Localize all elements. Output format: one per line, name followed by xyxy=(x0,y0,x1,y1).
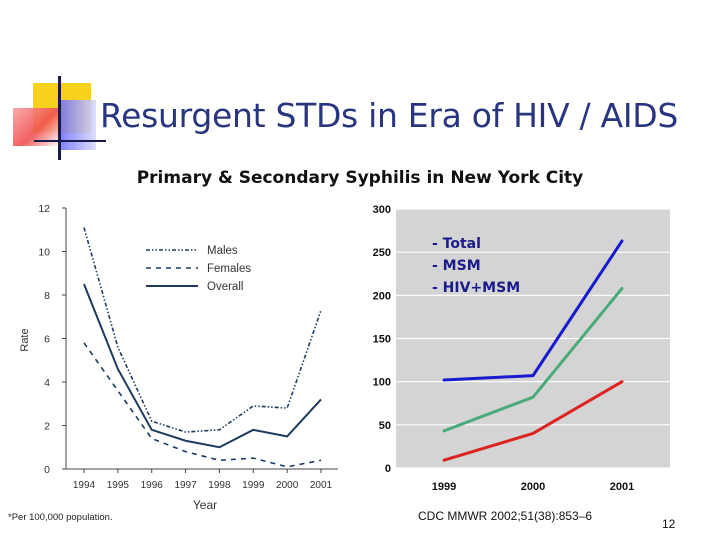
page-number: 12 xyxy=(662,517,676,531)
left-footnote: *Per 100,000 population. xyxy=(8,512,113,523)
right-legend-hiv-msm: - HIV+MSM xyxy=(432,280,520,296)
right-series-line-hiv-msm xyxy=(442,380,624,462)
left-x-tick-label: 1996 xyxy=(141,480,164,491)
left-x-tick-label: 2000 xyxy=(276,480,299,491)
left-x-axis-label: Year xyxy=(193,498,217,512)
right-chart: 0 50 100 150 200 250 300 1999 2000 2001 - Total … xyxy=(373,204,670,493)
left-x-tick-label: 1994 xyxy=(73,480,96,491)
decor-horizontal-line xyxy=(34,140,106,142)
legend-label-males: Males xyxy=(207,245,238,257)
right-x-tick-label: 2000 xyxy=(521,481,545,493)
slide-title: Resurgent STDs in Era of HIV / AIDS xyxy=(100,96,679,135)
right-series-line-total xyxy=(442,239,624,382)
left-series-line-overall xyxy=(83,283,322,449)
chart-title: Primary & Secondary Syphilis in New York… xyxy=(136,168,584,188)
left-x-tick-label: 1997 xyxy=(174,480,197,491)
right-y-tick-label: 50 xyxy=(379,420,391,432)
left-y-tick-label: 8 xyxy=(44,290,50,302)
decor-red-square xyxy=(13,108,60,146)
decor-vertical-line xyxy=(58,76,61,160)
left-y-tick-label: 2 xyxy=(44,421,50,433)
left-y-tick-label: 0 xyxy=(44,464,50,476)
right-y-tick-label: 100 xyxy=(373,377,391,389)
left-y-tick-label: 10 xyxy=(38,247,50,259)
left-plot-background xyxy=(60,198,340,470)
left-series-line-males xyxy=(83,227,322,433)
legend-label-overall: Overall xyxy=(207,281,243,293)
left-legend: Males Females Overall xyxy=(146,245,251,293)
left-chart: 0 2 4 6 8 10 12 1994 1995 1996 1997 1998 1999 2000 20… xyxy=(19,198,340,512)
left-y-axis-label: Rate xyxy=(19,328,31,351)
right-y-tick-label: 300 xyxy=(373,204,391,216)
legend-label-females: Females xyxy=(207,263,251,275)
left-y-tick-label: 4 xyxy=(44,377,50,389)
citation: CDC MMWR 2002;51(38):853–6 xyxy=(418,509,593,523)
left-y-tick-label: 12 xyxy=(38,203,50,215)
left-x-tick-label: 1999 xyxy=(242,480,265,491)
right-y-tick-label: 250 xyxy=(373,247,391,259)
right-y-tick-label: 0 xyxy=(385,463,391,475)
left-series-line-females xyxy=(83,342,322,468)
right-x-tick-label: 2001 xyxy=(610,481,634,493)
right-legend-total: - Total xyxy=(432,236,481,252)
left-x-tick-label: 2001 xyxy=(310,480,333,491)
right-y-tick-label: 150 xyxy=(373,334,391,346)
left-y-tick-label: 6 xyxy=(44,334,50,346)
right-series-line-msm xyxy=(442,286,624,433)
left-x-tick-label: 1998 xyxy=(208,480,231,491)
left-x-tick-label: 1995 xyxy=(107,480,130,491)
right-legend-msm: - MSM xyxy=(432,258,481,274)
right-x-tick-label: 1999 xyxy=(432,481,456,493)
right-y-tick-label: 200 xyxy=(373,290,391,302)
right-legend: - Total - MSM - HIV+MSM xyxy=(432,236,520,296)
